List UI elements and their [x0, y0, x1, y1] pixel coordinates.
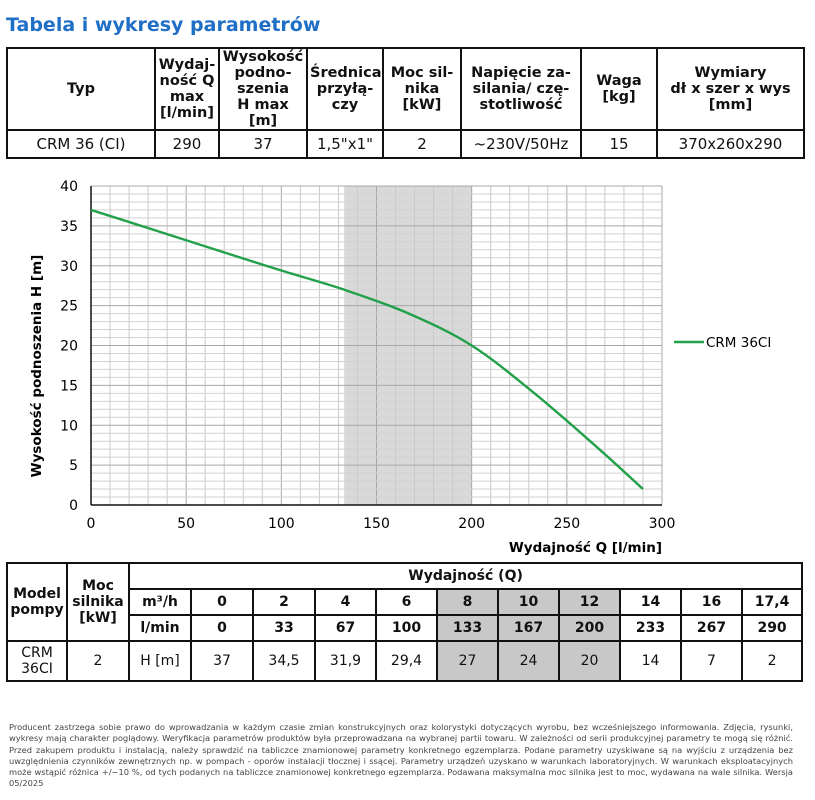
- head-cell: 14: [619, 640, 682, 682]
- lmin-cell: 133: [436, 614, 499, 642]
- y-axis-label: Wysokość podnoszenia H [m]: [29, 255, 45, 478]
- chart-axes: [90, 186, 662, 506]
- performance-table: Model pompy Moc silnika [kW] Wydajność (Q) …: [6, 562, 804, 682]
- spec-header-cell: Wymiary dł x szer x wys [mm]: [656, 47, 805, 131]
- x-tick-label: 200: [458, 516, 485, 532]
- m3h-cell: 12: [558, 588, 621, 616]
- flow-group-header: Wydajność (Q): [127, 562, 804, 590]
- m3h-cell: 8: [436, 588, 499, 616]
- m3h-cell: 10: [497, 588, 560, 616]
- power-header: Moc silnika [kW]: [66, 562, 130, 642]
- head-cell: 31,9: [314, 640, 377, 682]
- y-tick-label: 10: [60, 418, 78, 434]
- x-tick-label: 150: [363, 516, 390, 532]
- lmin-cell: 67: [314, 614, 377, 642]
- y-tick-labels: 0 5 10 15 20 25 30 35 40: [60, 179, 78, 514]
- x-tick-label: 0: [87, 516, 96, 532]
- spec-header-cell: Napięcie za-silania/ czę-stotliwość: [460, 47, 582, 131]
- y-tick-label: 15: [60, 378, 78, 394]
- lmin-cell: 200: [558, 614, 621, 642]
- lmin-cell: 100: [375, 614, 438, 642]
- m3h-cell: 16: [680, 588, 743, 616]
- spec-cell-hmax: 37: [218, 129, 308, 159]
- y-tick-label: 40: [60, 179, 78, 195]
- spec-header-cell: Wysokość podno-szenia H max [m]: [218, 47, 308, 131]
- lmin-cell: 267: [680, 614, 743, 642]
- unit-h: H [m]: [128, 640, 192, 682]
- unit-m3h: m³/h: [128, 588, 192, 616]
- pump-curve-chart: 0 50 100 150 200 250 300 0 5 10 15 20 25 30 35 40 Wyda…: [29, 179, 771, 556]
- m3h-cell: 17,4: [740, 588, 804, 616]
- spec-header-cell: Typ: [6, 47, 156, 131]
- y-tick-label: 30: [60, 259, 78, 275]
- chart-grid: [90, 185, 663, 506]
- spec-header-cell: Waga [kg]: [580, 47, 658, 131]
- lmin-cell: 167: [497, 614, 560, 642]
- perf-row-m3h: m³/h 0 2 4 6 8 10 12 14 16 17,4: [7, 588, 804, 616]
- lmin-cell: 33: [252, 614, 316, 642]
- spec-cell-dimensions: 370x260x290: [656, 129, 805, 159]
- spec-cell-power: 2: [382, 129, 462, 159]
- spec-header-cell: Moc sil-nika [kW]: [382, 47, 462, 131]
- head-cell: 29,4: [375, 640, 438, 682]
- spec-cell-voltage: ~230V/50Hz: [460, 129, 582, 159]
- x-tick-label: 250: [553, 516, 580, 532]
- y-tick-label: 25: [60, 299, 78, 315]
- y-tick-label: 0: [69, 498, 78, 514]
- legend-label: CRM 36CI: [706, 335, 771, 351]
- y-tick-label: 20: [60, 339, 78, 355]
- lmin-cell: 290: [740, 614, 804, 642]
- head-cell: 20: [558, 640, 621, 682]
- x-tick-labels: 0 50 100 150 200 250 300: [87, 516, 676, 532]
- head-cell: 27: [436, 640, 499, 682]
- model-cell: CRM 36CI: [6, 640, 68, 682]
- head-cell: 24: [497, 640, 560, 682]
- x-tick-label: 100: [268, 516, 295, 532]
- page-title: Tabela i wykresy parametrów: [6, 14, 321, 36]
- perf-row-head: CRM 36CI 2 H [m] 37 34,5 31,9 29,4 27 24 20 14 7 2: [6, 640, 804, 682]
- x-tick-label: 50: [177, 516, 195, 532]
- m3h-cell: 6: [375, 588, 438, 616]
- perf-row-lmin: l/min 0 33 67 100 133 167 200 233 267 290: [7, 614, 804, 642]
- perf-group-row: Model pompy Moc silnika [kW] Wydajność (Q): [6, 562, 804, 642]
- spec-data-row: CRM 36 (CI) 290 37 1,5"x1" 2 ~230V/50Hz …: [6, 129, 805, 159]
- head-cell: 2: [740, 640, 804, 682]
- x-axis-label: Wydajność Q [l/min]: [509, 540, 662, 556]
- lmin-cell: 0: [190, 614, 254, 642]
- power-cell: 2: [66, 640, 130, 682]
- spec-cell-qmax: 290: [154, 129, 220, 159]
- unit-lmin: l/min: [128, 614, 192, 642]
- series-line-crm36ci: [90, 208, 644, 490]
- head-cell: 37: [190, 640, 254, 682]
- m3h-cell: 14: [619, 588, 682, 616]
- m3h-cell: 4: [314, 588, 377, 616]
- head-cell: 7: [680, 640, 743, 682]
- spec-cell-type: CRM 36 (CI): [6, 129, 156, 159]
- spec-header-cell: Średnica przyłą-czy: [306, 47, 384, 131]
- model-header: Model pompy: [6, 562, 68, 642]
- spec-cell-diameter: 1,5"x1": [306, 129, 384, 159]
- m3h-cell: 2: [252, 588, 316, 616]
- m3h-cell: 0: [190, 588, 254, 616]
- disclaimer-footnote: Producent zastrzega sobie prawo do wprow…: [9, 722, 793, 789]
- y-tick-label: 5: [69, 458, 78, 474]
- lmin-cell: 233: [619, 614, 682, 642]
- head-cell: 34,5: [252, 640, 316, 682]
- spec-cell-weight: 15: [580, 129, 658, 159]
- y-tick-label: 35: [60, 219, 78, 235]
- x-tick-label: 300: [649, 516, 676, 532]
